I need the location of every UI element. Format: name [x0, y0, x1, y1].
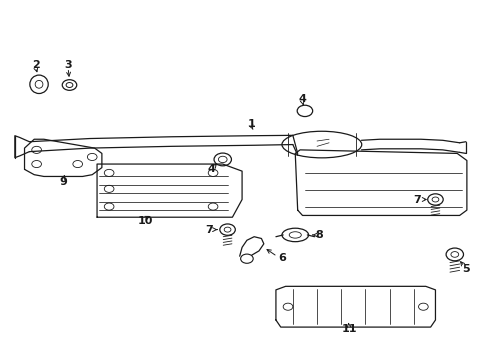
Text: 7: 7 [413, 195, 421, 205]
Text: 8: 8 [315, 230, 323, 240]
Text: 6: 6 [278, 253, 285, 263]
Text: 4: 4 [207, 165, 215, 174]
Text: 3: 3 [64, 60, 72, 70]
Text: 10: 10 [138, 216, 153, 226]
Text: 5: 5 [461, 264, 469, 274]
Text: 7: 7 [205, 225, 213, 235]
Text: 4: 4 [298, 94, 306, 104]
Text: 11: 11 [342, 324, 357, 334]
Text: 2: 2 [32, 60, 40, 70]
Text: 1: 1 [247, 119, 255, 129]
Text: 9: 9 [59, 177, 67, 187]
